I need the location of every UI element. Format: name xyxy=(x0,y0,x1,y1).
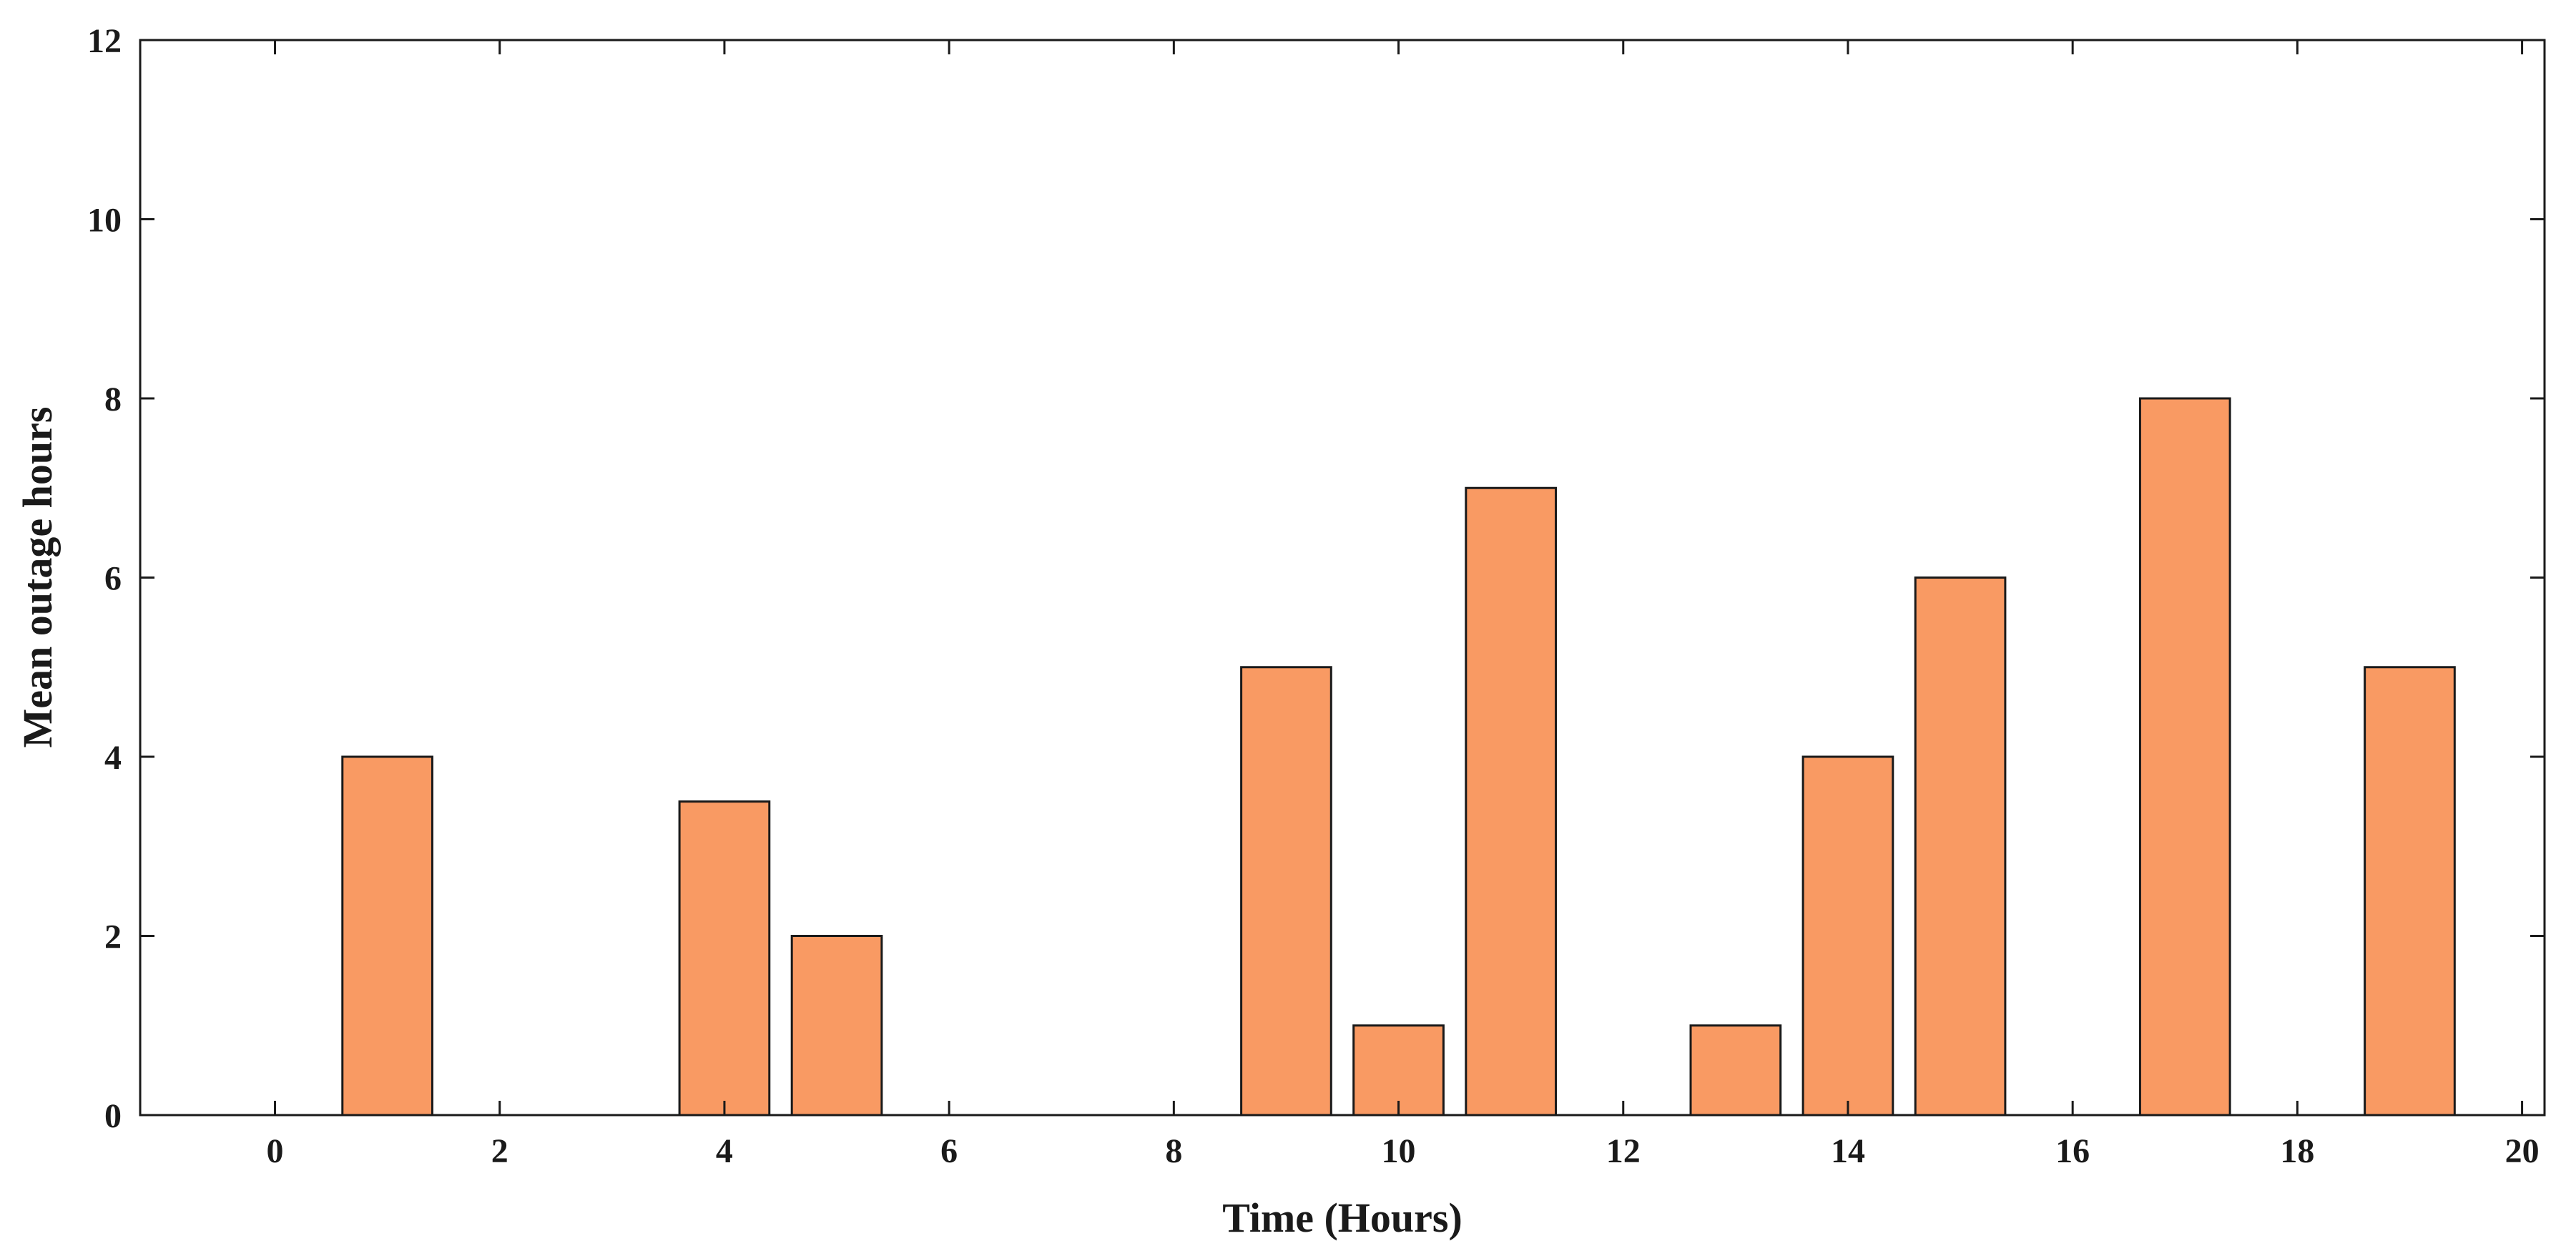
bar-hour-11 xyxy=(1465,486,1557,1117)
y-tick-label: 0 xyxy=(104,1097,122,1135)
y-tick-label: 10 xyxy=(87,202,122,240)
x-tick-label: 4 xyxy=(716,1132,733,1170)
bars-group xyxy=(341,397,2456,1117)
x-tick-label: 2 xyxy=(491,1132,508,1170)
bar-hour-1 xyxy=(341,755,433,1117)
x-axis-ticks: 0 2 4 6 8 10 12 14 16 18 20 xyxy=(267,40,2540,1170)
y-tick-label: 4 xyxy=(104,739,122,777)
bar-hour-13 xyxy=(1689,1024,1782,1117)
y-tick-label: 8 xyxy=(104,381,122,418)
y-axis-label: Mean outage hours xyxy=(14,407,61,748)
x-tick-label: 10 xyxy=(1382,1132,1416,1170)
x-axis-label: Time (Hours) xyxy=(1222,1194,1462,1241)
y-tick-label: 6 xyxy=(104,560,122,598)
y-tick-label: 12 xyxy=(87,22,122,60)
y-tick-label: 2 xyxy=(104,918,122,956)
bar-hour-15 xyxy=(1914,577,2007,1117)
bar-hour-10 xyxy=(1352,1024,1445,1117)
x-tick-label: 14 xyxy=(1831,1132,1865,1170)
bar-hour-9 xyxy=(1240,666,1332,1117)
x-tick-label: 20 xyxy=(2505,1132,2540,1170)
bar-hour-17 xyxy=(2138,397,2231,1117)
x-tick-label: 6 xyxy=(940,1132,958,1170)
bar-hour-19 xyxy=(2364,666,2456,1117)
x-tick-label: 8 xyxy=(1165,1132,1182,1170)
x-tick-label: 0 xyxy=(267,1132,284,1170)
y-axis-ticks: 0 2 4 6 8 10 12 xyxy=(87,22,2545,1135)
bar-hour-14 xyxy=(1801,755,1894,1117)
x-tick-label: 18 xyxy=(2280,1132,2314,1170)
x-tick-label: 12 xyxy=(1606,1132,1641,1170)
bar-hour-4 xyxy=(678,800,771,1117)
x-tick-label: 16 xyxy=(2055,1132,2090,1170)
bar-hour-5 xyxy=(790,935,883,1117)
